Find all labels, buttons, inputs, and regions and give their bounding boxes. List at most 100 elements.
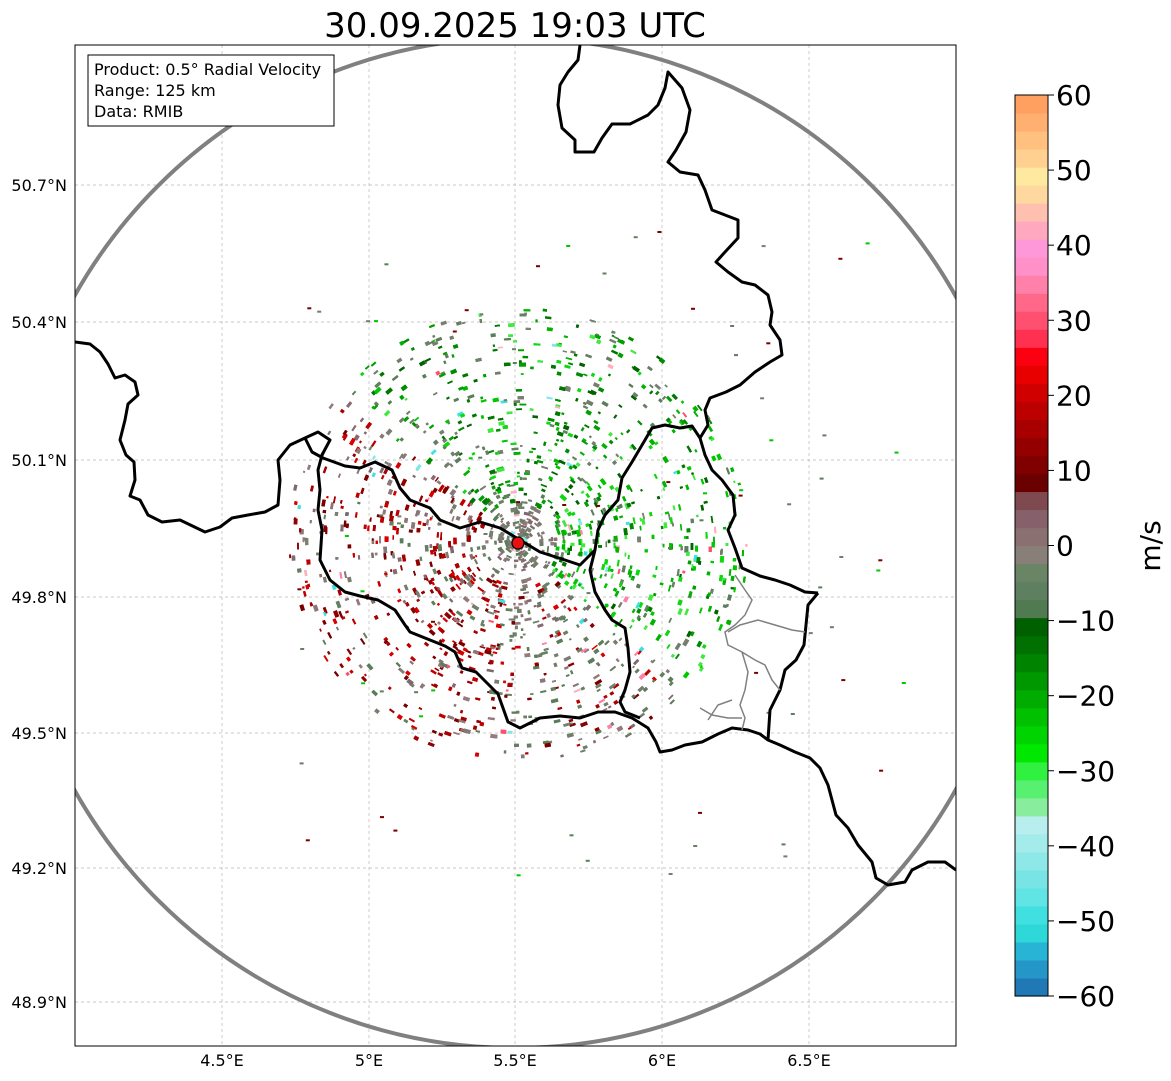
echo-gate [384,536,389,542]
echo-gate [451,354,455,358]
echo-gate [588,435,592,439]
echo-gate [512,362,517,364]
echo-gate [323,514,326,520]
echo-gate [564,507,570,513]
echo-gate [594,679,603,686]
colorbar-segment [1015,203,1048,222]
echo-gate [610,603,617,610]
echo-gate [675,409,681,414]
echo-gate [556,519,561,524]
echo-gate [475,730,481,733]
echo-gate [339,499,343,504]
echo-gate [595,466,599,470]
echo-gate [497,417,504,421]
echo-gate [438,639,443,644]
echo-gate [399,538,404,544]
echo-gate [322,576,327,583]
colorbar-tick-label: 20 [1056,379,1092,412]
echo-gate [537,521,543,527]
echo-gate [425,519,430,526]
echo-gate [467,394,475,400]
echo-gate [297,505,302,510]
echo-gate [442,438,448,443]
echo-gate [819,477,824,480]
echo-gate [410,656,416,662]
echo-gate [624,732,632,738]
echo-gate [672,414,677,419]
echo-gate [546,327,553,332]
echo-gate [519,362,526,367]
echo-gate [543,672,547,676]
colorbar-segment [1015,149,1048,168]
echo-gate [538,477,543,482]
echo-gate [573,434,579,439]
echo-gate [458,719,466,724]
echo-gate [411,422,417,427]
echo-gate [395,438,400,442]
echo-gate [649,511,653,517]
echo-gate [628,570,633,578]
echo-gate [384,500,390,508]
echo-gate [554,524,559,530]
echo-gate [666,644,671,650]
echo-gate [590,520,594,524]
echo-gate [577,704,582,709]
echo-gate [551,471,558,476]
echo-gate [450,571,455,577]
echo-gate [490,604,496,609]
echo-gate [621,586,626,591]
echo-gate [455,648,462,653]
echo-gate [403,416,410,423]
echo-gate [366,663,374,671]
echo-gate [455,321,462,326]
echo-gate [707,425,713,432]
echo-gate [505,608,513,612]
echo-gate [615,546,619,553]
echo-gate [490,507,497,514]
echo-gate [541,608,545,612]
echo-gate [668,617,672,623]
echo-gate [601,443,608,450]
echo-gate [475,445,480,449]
echo-gate [619,456,623,460]
echo-gate [727,594,732,601]
echo-gate [642,686,649,692]
echo-gate [466,680,473,685]
echo-gate [360,487,365,495]
echo-gate [340,524,344,532]
echo-gate [357,501,361,505]
echo-gate [530,366,534,370]
echo-gate [499,531,505,538]
echo-gate [432,334,436,339]
echo-gate [865,242,870,245]
colorbar-segment [1015,95,1048,114]
echo-gate [503,399,508,402]
echo-gate [406,410,411,415]
echo-gate [438,732,444,737]
echo-gate [526,598,532,603]
echo-gate [769,439,774,442]
echo-gate [419,684,424,689]
echo-gate [694,449,698,453]
colorbar-segment [1015,491,1048,511]
echo-gate [668,546,672,550]
echo-gate [501,439,508,443]
colorbar-segment [1015,923,1048,943]
echo-gate [344,535,349,537]
echo-gate [418,495,424,502]
echo-gate [596,504,601,507]
echo-gate [448,436,455,441]
echo-gate [361,675,367,683]
echo-gate [428,324,435,329]
echo-gate [695,545,698,552]
echo-gate [419,556,423,561]
echo-gate [553,537,558,542]
echo-gate [317,310,322,313]
echo-gate [588,523,593,530]
echo-gate [450,451,456,457]
echo-gate [603,694,608,699]
echo-gate [612,683,620,689]
echo-gate [387,686,392,691]
echo-gate [503,362,511,367]
echo-gate [607,539,611,544]
